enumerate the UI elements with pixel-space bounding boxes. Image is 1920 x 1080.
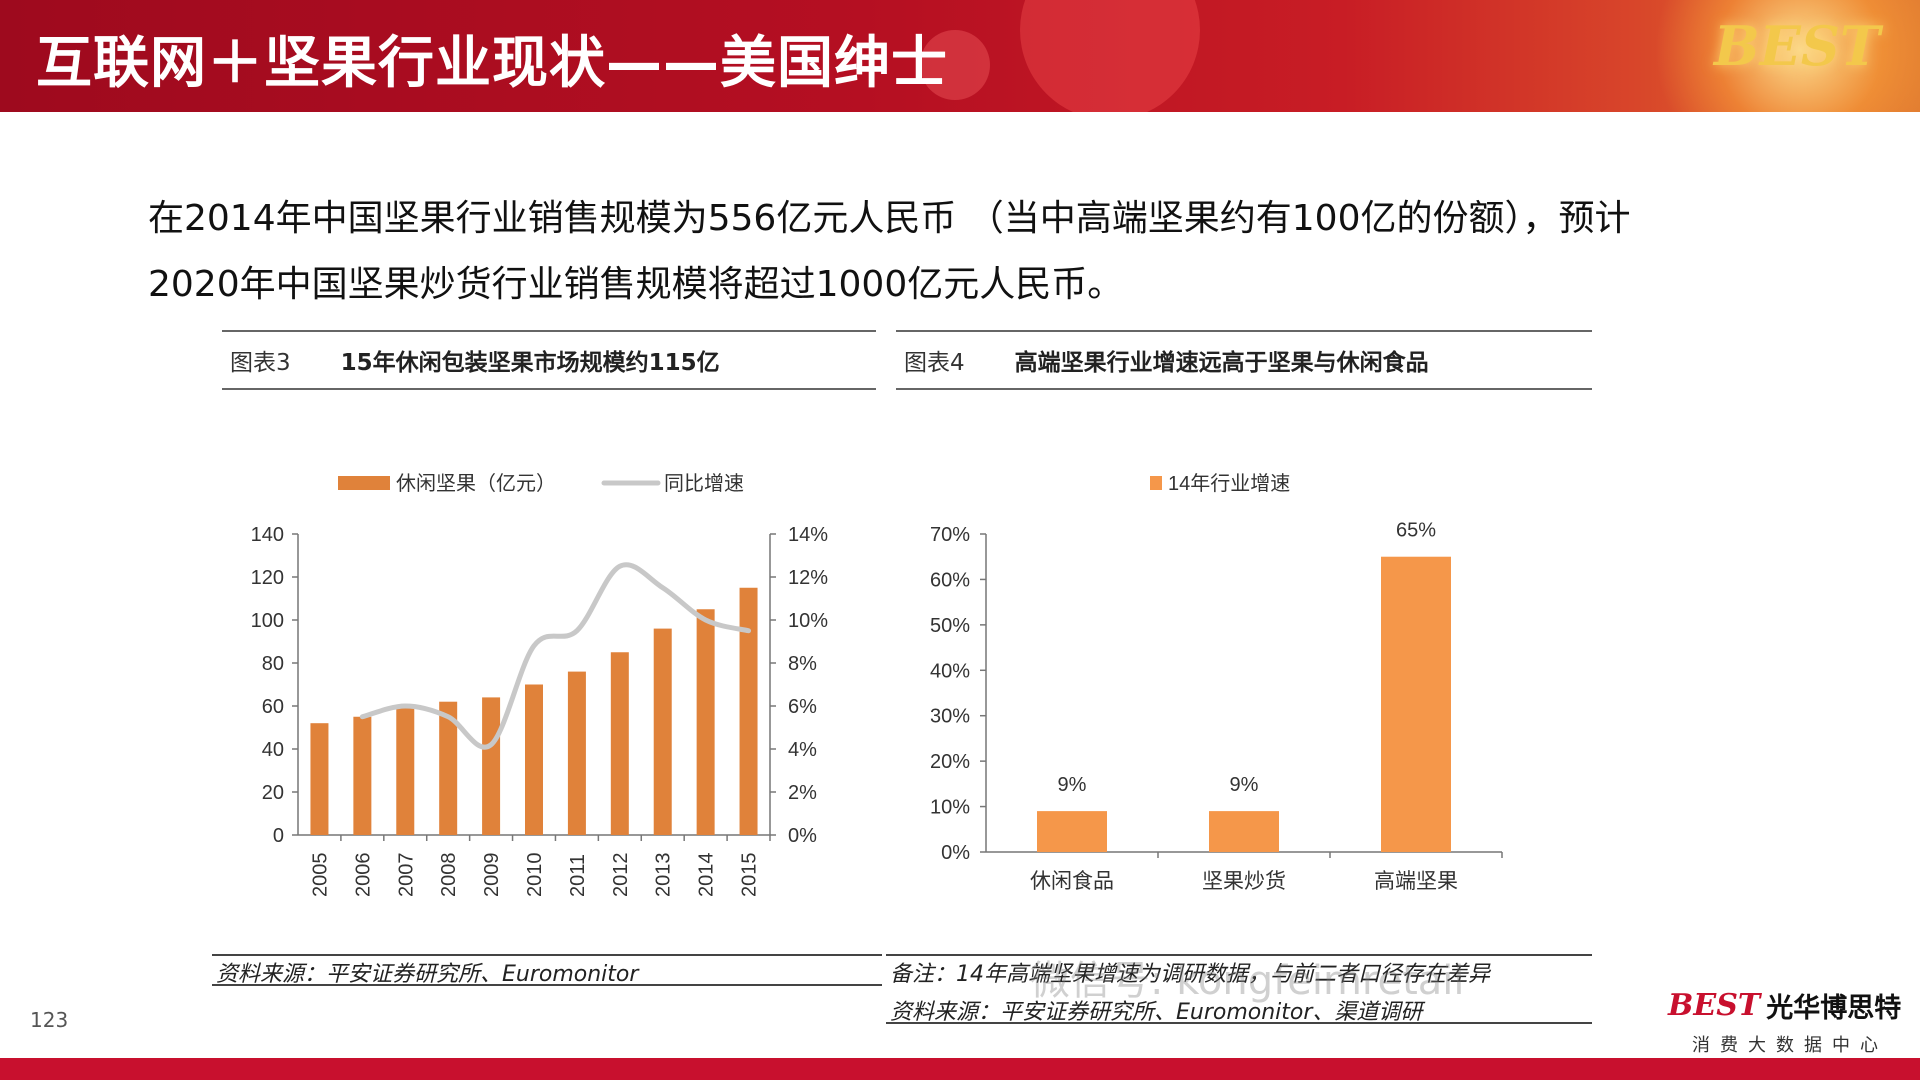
left-tick-label: 20 (262, 782, 284, 804)
bar-2007 (396, 706, 415, 835)
bar-2008 (439, 701, 458, 835)
bar-高端坚果 (1381, 556, 1451, 852)
data-label: 9% (1058, 774, 1087, 796)
right-tick-label: 14% (788, 524, 828, 546)
bar-坚果炒货 (1209, 811, 1279, 852)
brand-best-logo: BEST (1668, 988, 1761, 1023)
y-tick-label: 10% (930, 797, 970, 819)
chart4-caption: 图表4 高端坚果行业增速远高于坚果与休闲食品 (896, 330, 1592, 390)
left-tick-label: 120 (251, 567, 284, 589)
y-tick-label: 20% (930, 751, 970, 773)
x-tick-label: 2015 (739, 853, 761, 898)
brand-name: 光华博思特 (1766, 993, 1902, 1024)
legend-bar-swatch (338, 476, 390, 490)
header-glow (1640, 0, 1920, 112)
chart3-caption-number: 图表3 (230, 350, 291, 376)
x-tick-label: 2010 (524, 853, 546, 898)
right-tick-label: 12% (788, 567, 828, 589)
x-tick-label: 2007 (395, 853, 417, 898)
x-tick-label: 2006 (352, 853, 374, 898)
best-logo: BEST (1714, 14, 1880, 78)
left-tick-label: 140 (251, 524, 284, 546)
x-tick-label: 2011 (567, 854, 589, 897)
x-tick-label: 2005 (309, 853, 331, 898)
bar-2006 (353, 716, 372, 835)
header-glow (1020, 0, 1200, 112)
bar-休闲食品 (1037, 811, 1107, 852)
bar-2015 (739, 587, 758, 835)
bar-2009 (482, 697, 501, 835)
chart4-caption-number: 图表4 (904, 350, 965, 376)
divider (886, 1022, 1592, 1024)
bar-2005 (310, 723, 329, 835)
y-tick-label: 50% (930, 615, 970, 637)
bar-2014 (696, 609, 715, 835)
left-tick-label: 40 (262, 739, 284, 761)
x-tick-label: 2008 (438, 853, 460, 898)
x-tick-label: 休闲食品 (1030, 870, 1114, 893)
x-tick-label: 2014 (696, 853, 718, 898)
y-tick-label: 60% (930, 569, 970, 591)
divider (886, 954, 1592, 956)
x-tick-label: 2009 (481, 853, 503, 898)
x-tick-label: 2013 (653, 853, 675, 898)
left-tick-label: 60 (262, 696, 284, 718)
data-label: 65% (1396, 520, 1436, 542)
growth-line (359, 562, 752, 750)
y-tick-label: 0% (941, 842, 970, 864)
right-tick-label: 4% (788, 739, 817, 761)
chart4-growth-rate: 0% 10% 20% 30% 40% 50% 60% 70% 9% 休闲食品 9% 坚果炒货 65% 高端… (930, 472, 1503, 893)
y-tick-label: 40% (930, 660, 970, 682)
bottom-bar (0, 1058, 1920, 1080)
legend-line-label: 同比增速 (664, 472, 744, 495)
divider (212, 984, 882, 986)
chart4-note: 备注：14年高端坚果增速为调研数据，与前二者口径存在差异 (890, 962, 1490, 987)
data-label: 9% (1230, 774, 1259, 796)
bar-2010 (525, 684, 543, 835)
left-tick-label: 0 (273, 825, 284, 847)
chart3-source: 资料来源：平安证券研究所、Euromonitor (216, 962, 639, 987)
legend-bar-label: 休闲坚果（亿元） (396, 472, 556, 495)
right-tick-label: 2% (788, 782, 817, 804)
right-tick-label: 0% (788, 825, 817, 847)
legend-swatch (1150, 476, 1162, 490)
divider (212, 954, 882, 956)
y-tick-label: 30% (930, 706, 970, 728)
chart4-source: 资料来源：平安证券研究所、Euromonitor、渠道调研 (890, 1000, 1423, 1025)
bar-2012 (610, 652, 629, 835)
x-tick-label: 高端坚果 (1374, 870, 1458, 893)
brand-subtitle: 消费大数据中心 (1692, 1035, 1888, 1056)
x-tick-label: 坚果炒货 (1202, 870, 1286, 893)
header-glow (920, 30, 990, 100)
right-tick-label: 10% (788, 610, 828, 632)
slide-header: 互联网＋坚果行业现状——美国绅士 BEST (0, 0, 1920, 112)
chart3-market-size: 0 20 40 60 80 100 120 140 0% 2% 4% 6% 8% 10% 12% 14% 200… (251, 472, 829, 897)
left-tick-label: 100 (251, 610, 284, 632)
right-tick-label: 6% (788, 696, 817, 718)
chart3-caption: 图表3 15年休闲包装坚果市场规模约115亿 (222, 330, 876, 390)
bar-2011 (567, 671, 586, 835)
bar-2013 (653, 628, 672, 835)
brand-logo: BEST 光华博思特 消费大数据中心 (1668, 986, 1908, 1057)
page-number: 123 (30, 1008, 69, 1032)
legend-label: 14年行业增速 (1168, 472, 1290, 495)
right-tick-label: 8% (788, 653, 817, 675)
left-tick-label: 80 (262, 653, 284, 675)
brand-name-row: BEST 光华博思特 (1668, 986, 1908, 1025)
chart3-caption-title: 15年休闲包装坚果市场规模约115亿 (340, 350, 720, 376)
y-tick-label: 70% (930, 524, 970, 546)
chart4-caption-title: 高端坚果行业增速远高于坚果与休闲食品 (1014, 350, 1429, 376)
watermark-text: 微信号: kongfeimretail (1030, 958, 1465, 1004)
page-title: 互联网＋坚果行业现状——美国绅士 (36, 31, 948, 96)
x-tick-label: 2012 (610, 853, 632, 898)
intro-paragraph: 在2014年中国坚果行业销售规模为556亿元人民币 （当中高端坚果约有100亿的… (148, 198, 1631, 305)
